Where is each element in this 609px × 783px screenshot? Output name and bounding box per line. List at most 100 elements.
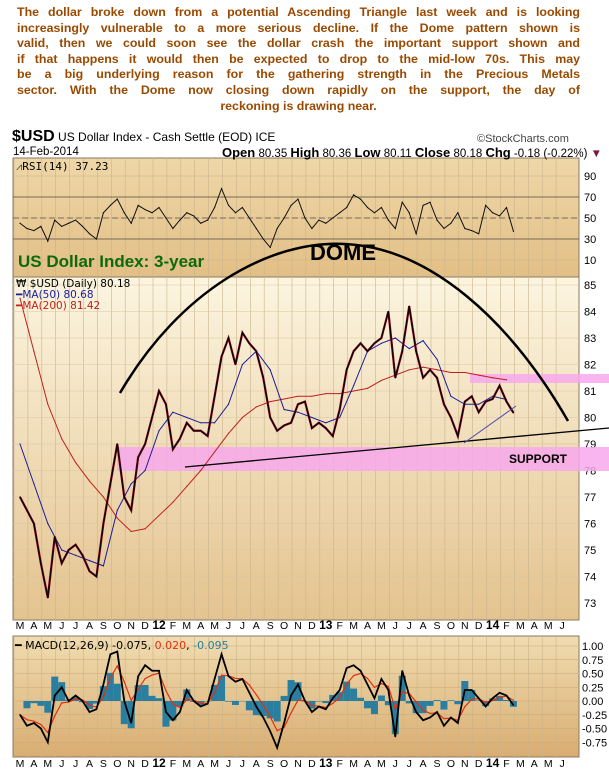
- ma50-line-point: [88, 560, 91, 562]
- macd-histogram-bar: [426, 701, 434, 706]
- month-tick-label: 14: [486, 756, 500, 770]
- rsi-line-point: [234, 212, 237, 214]
- ma200-line-point: [353, 390, 355, 392]
- macd-histogram-bar: [176, 701, 184, 707]
- rsi-line-point: [207, 219, 209, 221]
- month-tick-label: J: [73, 758, 78, 770]
- macd-signal-line-point: [116, 665, 118, 667]
- resistance-zone-band: [470, 374, 609, 383]
- macd-signal-line-point: [109, 677, 111, 679]
- ma200-line-point: [269, 401, 271, 403]
- month-tick-label: O: [113, 758, 121, 770]
- month-tick-label: F: [170, 758, 176, 770]
- macd-line-point: [68, 700, 70, 702]
- ma200-line-point: [200, 469, 202, 472]
- price-line-point: [95, 575, 98, 578]
- macd-line-point: [471, 689, 473, 691]
- macd-histogram-bar: [433, 700, 441, 701]
- price-line-point: [165, 403, 167, 405]
- rsi-line-point: [227, 204, 230, 206]
- macd-line-point: [332, 697, 334, 699]
- month-tick-label: M: [210, 758, 219, 770]
- price-line-point: [283, 424, 285, 427]
- price-line-point: [505, 401, 508, 403]
- macd-histogram-bar: [398, 675, 406, 701]
- high-value: 80.36: [322, 148, 352, 160]
- price-line-point: [492, 398, 494, 400]
- rsi-legend-text: RSI(14) 37.23: [22, 160, 109, 173]
- macd-signal-line-point: [234, 677, 237, 680]
- ma200-line: [19, 298, 507, 532]
- ma50-line-point: [408, 348, 410, 350]
- legend-ma50: ━MA(50) 80.68: [16, 289, 94, 301]
- macd-legend: ━ MACD(12,26,9) -0.075, 0.020, -0.095: [15, 639, 229, 652]
- rsi-line-point: [214, 206, 216, 209]
- ma200-line-point: [227, 432, 230, 434]
- ma200-line-point: [172, 501, 174, 503]
- macd-histogram-bar: [280, 695, 288, 701]
- month-tick-label: F: [503, 758, 509, 770]
- month-tick-label: J: [559, 620, 564, 632]
- month-tick-label: 14: [486, 618, 500, 632]
- rsi-line-point: [318, 219, 320, 221]
- ma50-line-point: [130, 483, 132, 485]
- rsi-line-point: [81, 225, 84, 227]
- ma50-line-point: [450, 395, 452, 397]
- rsi-line-point: [290, 204, 292, 206]
- price-line-point: [394, 377, 396, 379]
- price-tick-label: 80: [584, 413, 596, 425]
- month-tick-label: A: [420, 758, 427, 770]
- macd-histogram-bar: [141, 685, 149, 701]
- rsi-line-point: [109, 204, 111, 206]
- price-line-point: [290, 422, 292, 424]
- ma200-line-point: [283, 398, 285, 400]
- macd-histogram-bar: [273, 701, 281, 722]
- price-line-point: [353, 350, 355, 352]
- macd-histogram-bar: [357, 697, 365, 701]
- rsi-tick-label: 30: [584, 234, 596, 246]
- symbol: $USD: [12, 128, 55, 145]
- open-value: 80.35: [258, 148, 288, 160]
- macd-line-point: [200, 705, 202, 708]
- month-tick-label: A: [420, 620, 427, 632]
- price-line-point: [422, 377, 424, 379]
- ma200-line-point: [241, 416, 243, 419]
- commentary-line: The dollar broke down from a potential A…: [17, 5, 580, 19]
- ma200-line-point: [408, 369, 410, 371]
- month-tick-label: D: [308, 758, 316, 770]
- rsi-line-point: [116, 198, 118, 200]
- price-line-point: [471, 395, 473, 397]
- macd-signal-line-point: [415, 701, 417, 703]
- macd-line-point: [241, 678, 243, 680]
- price-tick-label: 74: [584, 572, 596, 584]
- price-line-point: [102, 522, 104, 525]
- macd-histogram-bar: [350, 688, 358, 701]
- macd-histogram-bar: [489, 698, 497, 701]
- macd-histogram-bar: [475, 700, 483, 701]
- rsi-line-point: [61, 225, 63, 227]
- month-tick-label: A: [531, 758, 538, 770]
- price-line-point: [512, 412, 515, 414]
- close-label: Close: [414, 145, 451, 160]
- macd-histogram-bar: [503, 700, 510, 701]
- macd-line-point: [464, 689, 466, 691]
- ma200-line-point: [88, 480, 91, 482]
- ma200-line-point: [311, 395, 313, 397]
- macd-histogram-bar: [134, 685, 142, 701]
- ma200-line-point: [214, 451, 216, 453]
- macd-line-point: [443, 725, 445, 727]
- bar-chart-icon: ₩: [16, 278, 27, 290]
- month-tick-label: O: [280, 620, 288, 632]
- macd-line-point: [19, 714, 21, 716]
- price-line-point: [429, 369, 431, 371]
- macd-histogram-bar: [308, 701, 316, 709]
- price-line-point: [68, 549, 70, 551]
- macd-signal-line-point: [512, 699, 515, 701]
- rsi-line-point: [262, 238, 264, 240]
- price-line-point: [47, 597, 49, 599]
- macd-signal-line-point: [130, 699, 132, 701]
- ma50-line-point: [227, 403, 230, 405]
- rsi-line: [19, 187, 514, 249]
- rsi-line-point: [54, 219, 56, 221]
